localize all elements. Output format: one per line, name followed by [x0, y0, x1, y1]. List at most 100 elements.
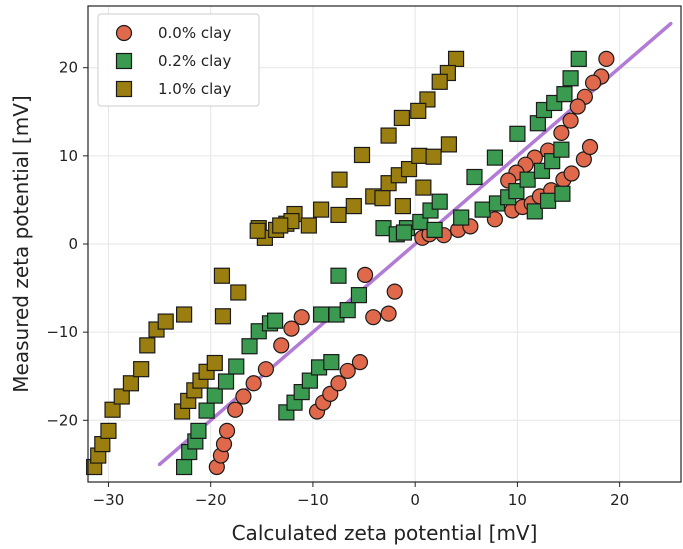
- series-1-point: [474, 201, 491, 218]
- series-1-point: [554, 185, 571, 202]
- series-1-point: [395, 224, 413, 241]
- x-tick-label: 0: [410, 491, 420, 509]
- series-0-point: [293, 309, 310, 326]
- series-2-point: [447, 50, 465, 67]
- series-1-point: [267, 312, 284, 329]
- series-1-point: [206, 387, 223, 404]
- series-2-point: [353, 146, 371, 164]
- series-0-point: [486, 211, 504, 228]
- axis-ticks: −30 −20 −10 0 10 20 −20 −10 0 10 20: [46, 59, 629, 509]
- series-1-point: [509, 125, 526, 142]
- series-1-point: [453, 209, 470, 226]
- series-2-point: [249, 222, 266, 239]
- legend: 0.0% clay 0.2% clay 1.0% clay: [97, 13, 260, 107]
- series-1-point: [339, 302, 356, 319]
- x-tick-label: −30: [93, 491, 125, 509]
- series-1-point: [190, 422, 207, 439]
- series-0-point: [245, 375, 262, 392]
- series-0-point: [563, 165, 580, 182]
- legend-label-0: 0.0% clay: [158, 24, 231, 42]
- series-2-point: [400, 160, 418, 178]
- series-2-point: [330, 206, 347, 224]
- series-1-point: [486, 149, 504, 166]
- series-1-point: [426, 221, 443, 238]
- series-2-point: [104, 401, 121, 418]
- series-0-point: [553, 124, 570, 142]
- series-0-point: [386, 283, 403, 300]
- series-1-point: [570, 50, 587, 67]
- x-tick-label: −10: [297, 491, 329, 509]
- series-2-point: [374, 190, 391, 207]
- series-2-point: [411, 147, 428, 164]
- legend-marker-2: [115, 80, 133, 98]
- legend-label-1: 0.2% clay: [158, 52, 231, 70]
- y-tick-label: −20: [46, 411, 78, 429]
- series-1-point: [241, 338, 258, 355]
- series-2-point: [157, 313, 174, 330]
- series-0-point: [283, 320, 300, 337]
- legend-marker-0: [115, 24, 133, 42]
- series-2-point: [230, 284, 247, 301]
- series-0-point: [235, 388, 252, 405]
- x-tick-label: 20: [610, 491, 629, 509]
- series-1-point: [350, 287, 368, 304]
- series-2-point: [213, 267, 231, 284]
- series-1-point: [431, 193, 448, 210]
- series-2-point: [425, 148, 442, 165]
- series-0-point: [351, 354, 369, 371]
- series-2-point: [206, 354, 223, 372]
- series-0-point: [356, 266, 374, 283]
- series-2-point: [415, 179, 432, 196]
- series-2-point: [100, 422, 117, 439]
- series-1-point: [228, 358, 245, 375]
- series-1-point: [466, 168, 483, 186]
- series-2-point: [394, 197, 412, 215]
- series-2-point: [122, 375, 140, 392]
- series-0-point: [330, 375, 347, 392]
- y-tick-label: 20: [59, 59, 78, 77]
- y-tick-label: 10: [59, 147, 78, 165]
- data-points: [86, 50, 615, 476]
- series-1-point: [217, 373, 235, 390]
- series-0-point: [380, 305, 397, 322]
- legend-marker-1: [115, 52, 133, 70]
- series-0-point: [218, 422, 236, 439]
- series-0-point: [215, 435, 233, 453]
- series-0-point: [569, 98, 586, 115]
- series-0-point: [322, 385, 339, 402]
- series-2-point: [113, 388, 130, 405]
- y-tick-label: −10: [46, 323, 78, 341]
- series-2-point: [440, 136, 458, 153]
- legend-label-2: 1.0% clay: [158, 80, 231, 98]
- series-1-point: [553, 141, 570, 158]
- series-1-point: [330, 267, 347, 284]
- series-2-point: [431, 73, 448, 90]
- y-axis-label: Measured zeta potential [mV]: [9, 95, 33, 392]
- series-0-point: [365, 309, 382, 326]
- series-0-point: [562, 112, 579, 129]
- series-0-point: [257, 361, 274, 378]
- series-1-point: [313, 306, 330, 323]
- series-0-point: [227, 401, 244, 418]
- series-1-point: [526, 203, 543, 220]
- legend-box: [97, 13, 260, 107]
- series-1-point: [198, 402, 215, 419]
- series-2-point: [380, 127, 397, 144]
- series-1-point: [519, 171, 536, 188]
- x-tick-label: 10: [508, 491, 527, 509]
- series-2-point: [313, 201, 330, 218]
- series-2-point: [133, 361, 150, 378]
- series-1-point: [301, 372, 318, 389]
- series-2-point: [300, 217, 317, 234]
- series-2-point: [345, 197, 362, 215]
- y-tick-label: 0: [68, 235, 78, 253]
- series-2-point: [176, 306, 193, 323]
- series-2-point: [272, 217, 289, 234]
- series-0-point: [581, 138, 599, 156]
- series-1-point: [562, 70, 579, 87]
- series-2-point: [410, 102, 427, 119]
- series-2-point: [393, 109, 410, 127]
- series-0-point: [339, 362, 356, 380]
- series-2-point: [331, 171, 348, 188]
